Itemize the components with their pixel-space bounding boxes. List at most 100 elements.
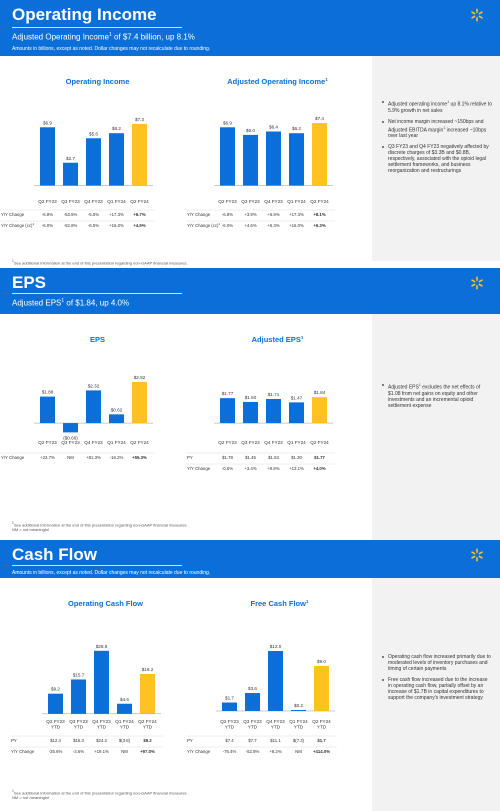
- category-label: Q3 FY23: [241, 440, 260, 445]
- row-value: $1.77: [314, 455, 325, 460]
- category-label: Q2 FY23: [46, 719, 65, 724]
- row-value: +13.1%: [289, 466, 304, 471]
- cash-flow-footnote: 1See additional information at the end o…: [12, 789, 188, 800]
- spark-icon: [471, 276, 483, 290]
- row-value: NM: [67, 455, 74, 460]
- cash-flow-title: Cash Flow: [12, 545, 98, 564]
- chart-bar: [243, 401, 258, 424]
- category-label: Q4 FY23: [264, 199, 283, 204]
- row-value: +9.8%: [267, 466, 279, 471]
- category-label-line2: YTD: [225, 725, 235, 730]
- chart-bar: [132, 381, 147, 424]
- row-value: +414.0%: [313, 749, 330, 754]
- chart-title-sup: 1: [301, 335, 304, 340]
- spark-icon: [471, 8, 483, 22]
- category-label-line2: YTD: [271, 725, 281, 730]
- category-label-line2: YTD: [317, 725, 327, 730]
- chart-bar: [289, 133, 304, 186]
- chart-bar: [40, 396, 55, 424]
- bar-value-label: $3.6: [248, 686, 257, 691]
- category-label-line2: YTD: [248, 725, 258, 730]
- row-value: $1.53: [268, 455, 279, 460]
- chart-bar: [40, 127, 55, 186]
- bar-value-label: $6.2: [292, 126, 301, 131]
- bar-value-label: ($0.66): [63, 435, 78, 440]
- footnote-text: See additional information at the end of…: [13, 522, 188, 528]
- row-label: Y/Y Change: [1, 455, 25, 460]
- chart-bar: [220, 398, 235, 424]
- category-label: Q4 FY23: [266, 719, 285, 724]
- commentary-bullet: Q3 FY23 and Q4 FY23 negatively affected …: [382, 144, 492, 174]
- commentary-bullet: Net income margin increased ~150bps and …: [382, 119, 492, 139]
- chart-bar: [86, 390, 101, 424]
- eps-header: EPS Adjusted EPS1 of $1.84, up 4.0%: [0, 268, 500, 314]
- row-value: -3.6%: [73, 749, 84, 754]
- bar-value-label: $12.0: [270, 644, 282, 649]
- bar-value-label: $6.0: [246, 128, 255, 133]
- category-label: Q1 FY24: [289, 719, 308, 724]
- row-label: Y/Y Change: [1, 212, 25, 217]
- bar-value-label: $2.32: [88, 383, 100, 388]
- adjusted-operating-income-chart: Adjusted Operating Income1 $6.9 Q2 FY23 $6.…: [186, 77, 335, 228]
- subtitle-text: Adjusted EPS: [12, 298, 62, 308]
- row-value: +4.6%: [244, 223, 256, 228]
- category-label: Q4 FY23: [84, 440, 103, 445]
- row-value: +8.2%: [269, 749, 281, 754]
- chart-bar: [266, 131, 281, 186]
- row-label: Y/Y Change: [11, 749, 35, 754]
- footnote-sup: 1: [12, 259, 14, 263]
- bar-value-label: $1.7: [225, 696, 234, 701]
- category-label: Q2 FY23: [218, 199, 237, 204]
- chart-bar: [140, 674, 155, 714]
- commentary-bullet: Free cash flow increased due to the incr…: [382, 677, 492, 701]
- cash-flow-note: Amounts in billions, except as noted. Do…: [12, 570, 211, 576]
- subtitle-sup: 1: [108, 32, 112, 38]
- subtitle-sup: 1: [61, 298, 65, 304]
- row-value: $16.3: [73, 738, 84, 743]
- row-label: Y/Y Change: [187, 466, 211, 471]
- category-label: Q2 FY23: [38, 199, 57, 204]
- category-label-line2: YTD: [294, 725, 304, 730]
- footnote-text: See additional information at the end of…: [13, 790, 188, 796]
- category-label-line2: YTD: [97, 725, 107, 730]
- row-value: +17.3%: [289, 212, 304, 217]
- row-value: +6.3%: [313, 223, 325, 228]
- cash-flow-header: Cash Flow Amounts in billions, except as…: [0, 540, 500, 578]
- category-label: Q2 FY24: [130, 440, 149, 445]
- header-rule: [12, 27, 182, 28]
- bar-value-label: $0.2: [294, 703, 303, 708]
- row-value: -0.6%: [222, 466, 233, 471]
- chart-title-sup: 1: [325, 77, 328, 82]
- chart-bar: [220, 127, 235, 186]
- category-label: Q4 FY23: [264, 440, 283, 445]
- row-value: +55.3%: [132, 455, 147, 460]
- bar-value-label: $6.2: [112, 126, 121, 131]
- category-label: Q2 FY23: [38, 440, 57, 445]
- row-label-sup: 1: [218, 222, 220, 226]
- row-value: $(3.8): [119, 738, 131, 743]
- row-label: Y/Y Change: [187, 749, 211, 754]
- bar-value-label: $6.4: [269, 125, 278, 130]
- bar-value-label: $2.92: [134, 375, 146, 380]
- category-label: Q3 FY23: [61, 199, 80, 204]
- page-title: Operating Income: [12, 5, 157, 24]
- row-value: +6.9%: [267, 212, 279, 217]
- bar-value-label: $2.7: [66, 156, 75, 161]
- chart-bar: [63, 423, 78, 433]
- bar-value-label: $1.88: [42, 390, 54, 395]
- bar-value-label: $5.6: [89, 131, 98, 136]
- row-value: +23.7%: [40, 455, 55, 460]
- operating-income-chart: Operating Income $6.9 Q2 FY23 $2.7 Q3 FY23 $5…: [0, 77, 155, 228]
- row-value: -52.8%: [64, 223, 78, 228]
- bar-value-label: $28.8: [96, 644, 108, 649]
- row-label: PY: [187, 738, 193, 743]
- row-value: +19.1%: [94, 749, 109, 754]
- row-value: -76.4%: [223, 749, 237, 754]
- bar-value-label: $1.77: [222, 391, 234, 396]
- chart-title: Adjusted Operating Income1: [227, 77, 328, 86]
- row-value: $1.30: [291, 455, 302, 460]
- chart-bar: [109, 133, 124, 186]
- bar-value-label: $4.6: [120, 697, 129, 702]
- category-label-line2: YTD: [120, 725, 130, 730]
